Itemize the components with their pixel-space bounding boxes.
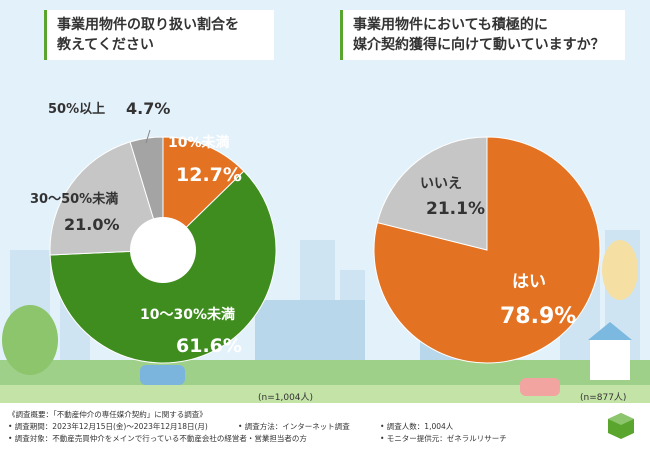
pie1-leader-line: [145, 129, 151, 144]
pie2-slice-1: [376, 136, 488, 251]
pie1-label-30-50: 30〜50%未満: [30, 191, 118, 207]
chart2-title-line1: 事業用物件においても積極的に: [353, 17, 548, 33]
pie1-slice-2: [49, 141, 164, 256]
chart1-title-line1: 事業用物件の取り扱い割合を: [57, 17, 239, 33]
footer-count: • 調査人数：1,004人: [380, 422, 454, 431]
footer-provider: • モニター提供元：ゼネラルリサーチ: [380, 434, 507, 443]
chart1-title-line2: 教えてください: [57, 37, 154, 53]
footer-target: • 調査対象：不動産売買仲介をメインで行っている不動産会社の経営者・営業担当者の…: [8, 434, 307, 443]
footer-period: • 調査期間：2023年12月15日(金)〜2023年12月18日(月): [8, 422, 208, 431]
pie2-slice-0: [373, 136, 601, 364]
pie1-value-10-under: 12.7%: [176, 164, 242, 186]
footer-overview: 《調査概要：「不動産仲介の専任媒介契約」に関する調査》: [8, 410, 207, 419]
survey-footer: 《調査概要：「不動産仲介の専任媒介契約」に関する調査》 • 調査期間：2023年…: [0, 403, 650, 450]
footer-method: • 調査方法：インターネット調査: [238, 422, 350, 431]
chart2-title-line2: 媒介契約獲得に向けて動いていますか？: [353, 37, 605, 53]
pie1-value-30-50: 21.0%: [64, 215, 120, 234]
chart1-title: 事業用物件の取り扱い割合を 教えてください: [44, 10, 274, 60]
pie1-label-50-over: 50%以上: [48, 102, 105, 117]
pie1-value-10-30: 61.6%: [176, 335, 242, 357]
chart2-title: 事業用物件においても積極的に 媒介契約獲得に向けて動いていますか？: [340, 10, 625, 60]
chart2-sample-size: (n=877人): [580, 393, 627, 403]
pie1-value-50-over: 4.7%: [126, 99, 170, 118]
pie1-label-10-under: 10%未満: [168, 134, 230, 151]
pie1-slice-0: [162, 136, 245, 252]
pie2-value-yes: 78.9%: [500, 304, 576, 329]
pie1-label-10-30: 10〜30%未満: [140, 306, 235, 323]
pie2-value-no: 21.1%: [426, 199, 485, 219]
pie2-label-no: いいえ: [420, 176, 462, 192]
pie-chart-2: [373, 136, 601, 364]
pie2-label-yes: はい: [512, 272, 546, 292]
chart1-sample-size: (n=1,004人): [258, 393, 314, 403]
pie1-center-hole: [130, 217, 196, 283]
brand-logo-icon: [608, 413, 634, 439]
